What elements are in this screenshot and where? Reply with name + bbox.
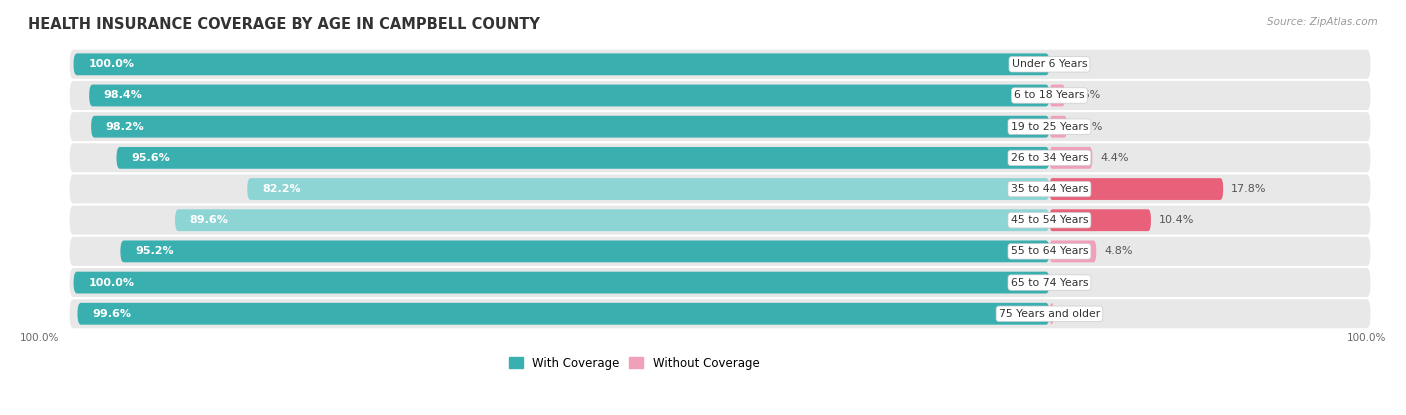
Text: 35 to 44 Years: 35 to 44 Years (1011, 184, 1088, 194)
Text: 19 to 25 Years: 19 to 25 Years (1011, 122, 1088, 132)
FancyBboxPatch shape (121, 240, 1049, 262)
FancyBboxPatch shape (1049, 240, 1097, 262)
Text: 4.8%: 4.8% (1104, 247, 1133, 256)
FancyBboxPatch shape (69, 142, 1371, 173)
Text: 89.6%: 89.6% (190, 215, 229, 225)
Text: 98.4%: 98.4% (104, 90, 142, 100)
FancyBboxPatch shape (69, 267, 1371, 298)
Text: 75 Years and older: 75 Years and older (998, 309, 1099, 319)
Text: 100.0%: 100.0% (89, 278, 134, 288)
FancyBboxPatch shape (1049, 303, 1054, 325)
Text: 45 to 54 Years: 45 to 54 Years (1011, 215, 1088, 225)
FancyBboxPatch shape (77, 303, 1049, 325)
Legend: With Coverage, Without Coverage: With Coverage, Without Coverage (505, 352, 765, 374)
Text: 10.4%: 10.4% (1159, 215, 1194, 225)
FancyBboxPatch shape (69, 173, 1371, 205)
Text: 98.2%: 98.2% (105, 122, 145, 132)
Text: Under 6 Years: Under 6 Years (1012, 59, 1087, 69)
Text: 0.0%: 0.0% (1057, 59, 1085, 69)
Text: 26 to 34 Years: 26 to 34 Years (1011, 153, 1088, 163)
Text: HEALTH INSURANCE COVERAGE BY AGE IN CAMPBELL COUNTY: HEALTH INSURANCE COVERAGE BY AGE IN CAMP… (28, 17, 540, 32)
FancyBboxPatch shape (69, 80, 1371, 111)
FancyBboxPatch shape (73, 272, 1049, 293)
Text: 100.0%: 100.0% (1347, 333, 1386, 343)
Text: 82.2%: 82.2% (262, 184, 301, 194)
Text: 100.0%: 100.0% (20, 333, 59, 343)
Text: 95.2%: 95.2% (135, 247, 174, 256)
FancyBboxPatch shape (1049, 209, 1152, 231)
Text: 6 to 18 Years: 6 to 18 Years (1014, 90, 1085, 100)
FancyBboxPatch shape (117, 147, 1049, 169)
FancyBboxPatch shape (89, 85, 1049, 106)
Text: 1.8%: 1.8% (1074, 122, 1104, 132)
Text: 1.6%: 1.6% (1073, 90, 1101, 100)
FancyBboxPatch shape (69, 205, 1371, 236)
Text: Source: ZipAtlas.com: Source: ZipAtlas.com (1267, 17, 1378, 27)
FancyBboxPatch shape (91, 116, 1049, 138)
FancyBboxPatch shape (1049, 116, 1067, 138)
Text: 99.6%: 99.6% (93, 309, 131, 319)
Text: 0.45%: 0.45% (1062, 309, 1097, 319)
FancyBboxPatch shape (69, 236, 1371, 267)
FancyBboxPatch shape (1049, 147, 1092, 169)
Text: 95.6%: 95.6% (131, 153, 170, 163)
Text: 4.4%: 4.4% (1099, 153, 1129, 163)
FancyBboxPatch shape (247, 178, 1049, 200)
FancyBboxPatch shape (73, 54, 1049, 75)
FancyBboxPatch shape (174, 209, 1049, 231)
Text: 17.8%: 17.8% (1232, 184, 1267, 194)
FancyBboxPatch shape (69, 298, 1371, 330)
FancyBboxPatch shape (69, 111, 1371, 142)
FancyBboxPatch shape (69, 49, 1371, 80)
Text: 0.0%: 0.0% (1057, 278, 1085, 288)
FancyBboxPatch shape (1049, 85, 1066, 106)
Text: 100.0%: 100.0% (89, 59, 134, 69)
Text: 65 to 74 Years: 65 to 74 Years (1011, 278, 1088, 288)
FancyBboxPatch shape (1049, 178, 1223, 200)
Text: 55 to 64 Years: 55 to 64 Years (1011, 247, 1088, 256)
